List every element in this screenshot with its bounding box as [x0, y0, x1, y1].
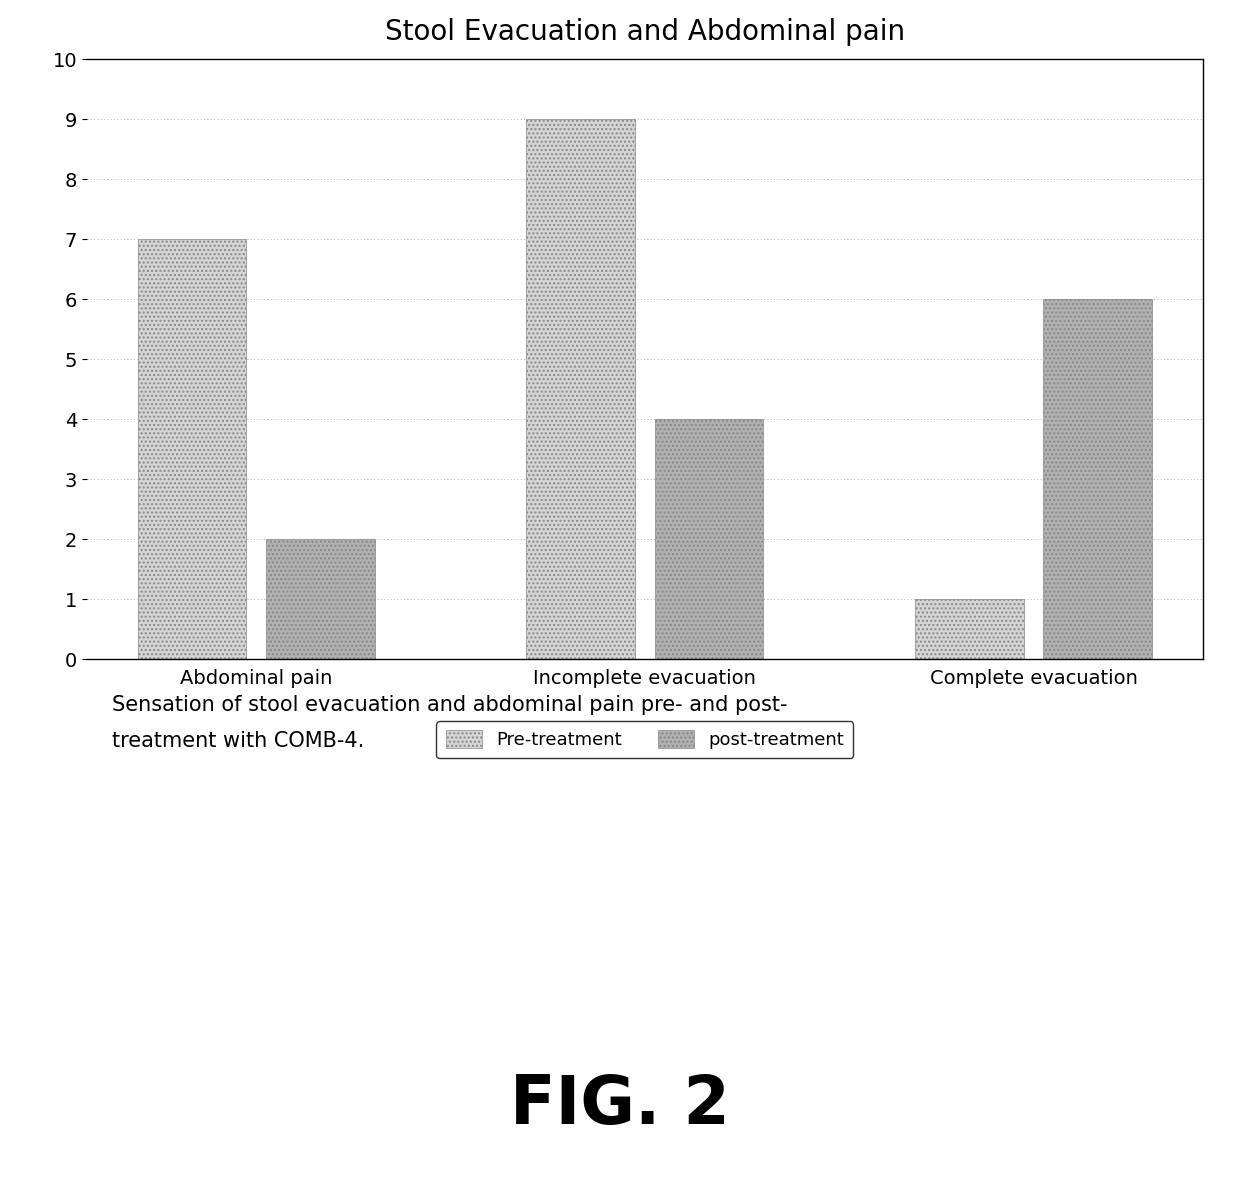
Bar [138, 240, 247, 659]
Text: treatment with COMB-4.: treatment with COMB-4. [112, 731, 363, 751]
Bar [1043, 299, 1152, 659]
Text: Sensation of stool evacuation and abdominal pain pre- and post-: Sensation of stool evacuation and abdomi… [112, 695, 787, 715]
Bar [526, 120, 635, 659]
Title: Stool Evacuation and Abdominal pain: Stool Evacuation and Abdominal pain [384, 18, 905, 46]
Legend: Pre-treatment, post-treatment: Pre-treatment, post-treatment [436, 721, 853, 758]
Text: FIG. 2: FIG. 2 [510, 1072, 730, 1138]
Bar [915, 599, 1024, 659]
Bar [265, 539, 374, 659]
Bar [655, 419, 764, 659]
